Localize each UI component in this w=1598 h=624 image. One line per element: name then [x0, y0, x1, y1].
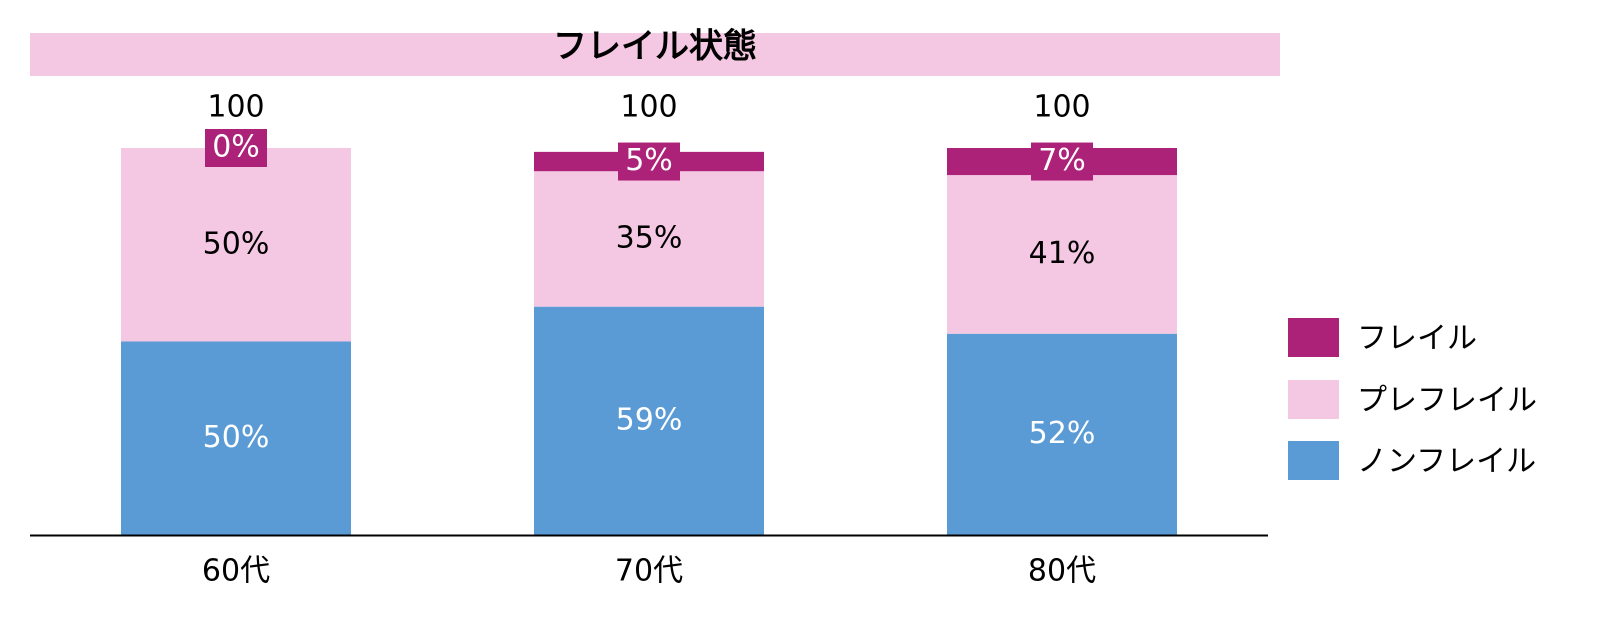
bar-series-1-2 [947, 175, 1177, 334]
title-band [30, 33, 1280, 76]
legend-label-series-0: ノンフレイル [1357, 444, 1536, 479]
data-label-series-2-2: 7% [1038, 143, 1086, 178]
total-label-2: 100 [1033, 90, 1090, 125]
x-tick-label-1: 70代 [615, 554, 683, 589]
data-label-series-1-2: 41% [1029, 236, 1096, 271]
legend-swatch-series-2 [1288, 318, 1339, 357]
total-label-0: 100 [207, 90, 264, 125]
bar-series-0-0 [121, 341, 351, 535]
data-label-series-0-0: 50% [203, 420, 270, 455]
data-label-series-2-0: 0% [212, 130, 260, 165]
bar-series-1-0 [121, 148, 351, 342]
data-label-box-1 [618, 142, 680, 181]
legend-label-series-1: プレフレイル [1357, 383, 1537, 418]
x-tick-label-2: 80代 [1028, 554, 1096, 589]
legend-swatch-series-0 [1288, 441, 1339, 480]
bar-series-0-2 [947, 333, 1177, 535]
bar-series-1-1 [534, 171, 764, 307]
data-label-series-1-1: 35% [616, 220, 683, 255]
chart-title: フレイル状態 [553, 27, 757, 67]
data-label-series-2-1: 5% [625, 143, 673, 178]
data-label-series-0-1: 59% [616, 402, 683, 437]
data-label-box-0 [205, 129, 267, 167]
legend-label-series-2: フレイル [1357, 321, 1477, 356]
x-tick-label-0: 60代 [202, 554, 270, 589]
x-tick-labels: 60代 70代 80代 [202, 554, 1096, 589]
bars-group: 50% 50% 0% 100 59% 35% 5% 100 52% 41% 7% 100 [121, 90, 1177, 535]
bar-series-0-1 [534, 306, 764, 535]
total-label-1: 100 [620, 90, 677, 125]
data-label-series-0-2: 52% [1029, 416, 1096, 451]
data-label-series-1-0: 50% [203, 226, 270, 261]
data-label-box-2 [1031, 142, 1093, 181]
legend-swatch-series-1 [1288, 380, 1339, 419]
